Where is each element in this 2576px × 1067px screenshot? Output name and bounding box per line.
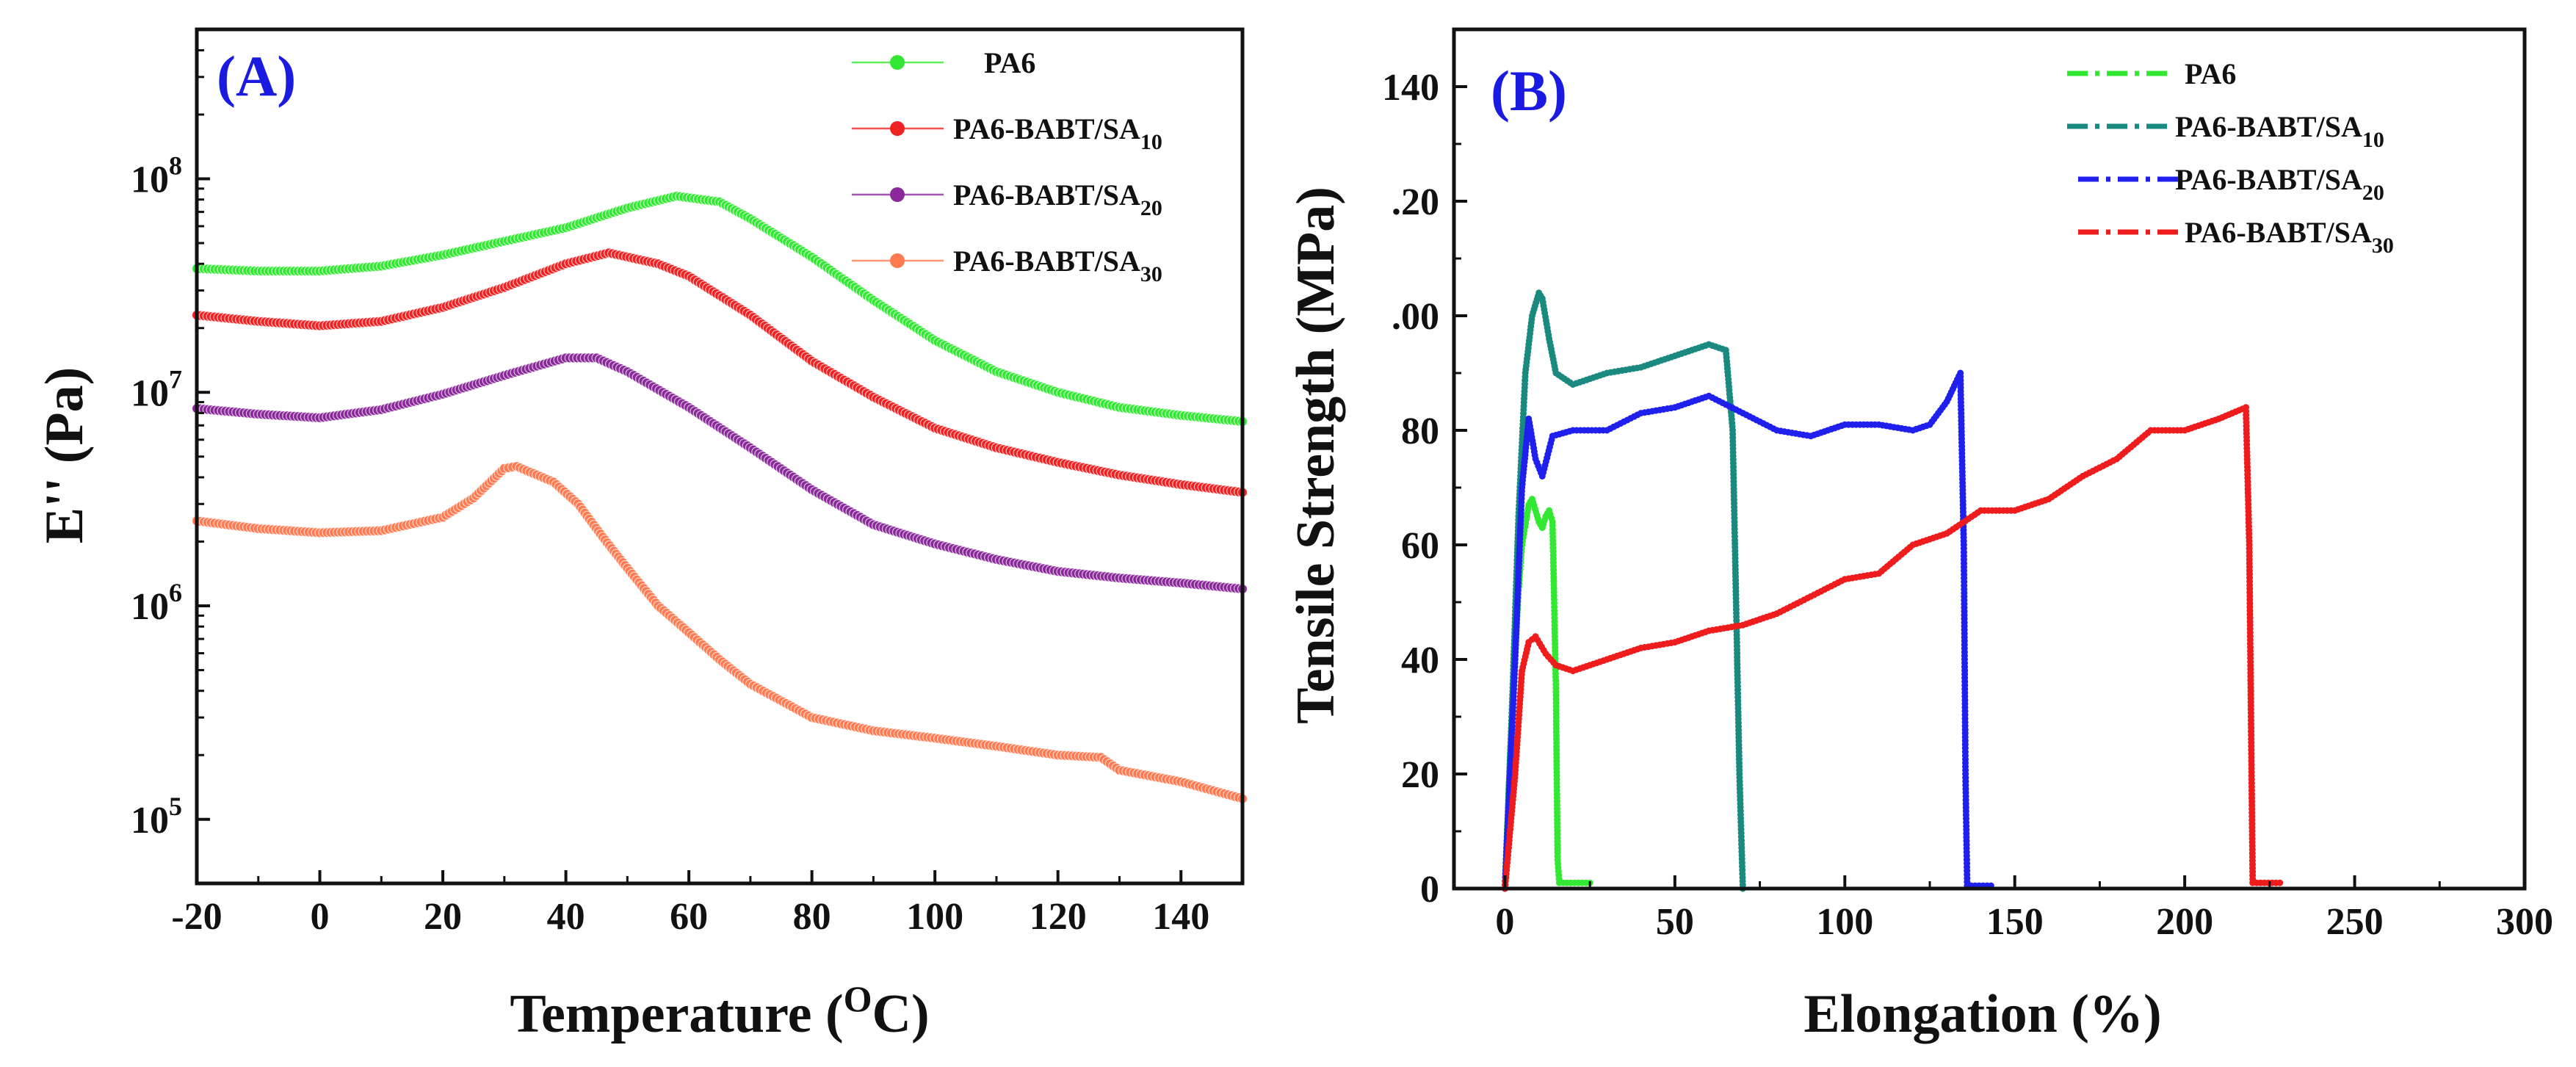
panel-b-legend-item: PA6-BABT/SA10 bbox=[2067, 110, 2384, 152]
panel-a-legend-marker bbox=[890, 253, 905, 268]
panel-b-x-tick-label: 50 bbox=[1656, 901, 1694, 943]
panel-b-series-4 bbox=[1501, 404, 2284, 892]
panel-b-x-tick-label: 0 bbox=[1495, 901, 1514, 943]
panel-a-legend-label: PA6 bbox=[984, 46, 1035, 79]
panel-a-series-1 bbox=[191, 191, 1248, 427]
panel-a-y-axis-title: E'' (Pa) bbox=[35, 367, 95, 543]
panel-a-series-2 bbox=[191, 247, 1248, 498]
panel-b-y-tick-label: 40 bbox=[1401, 640, 1439, 681]
panel-a-legend: PA6 PA6-BABT/SA10 PA6-BABT/SA20 PA6-BABT/SA… bbox=[852, 46, 1162, 286]
panel-b-y-tick-label: .20 bbox=[1392, 181, 1439, 223]
panel-a-y-tick-label: 106 bbox=[131, 578, 182, 628]
panel-b-series-2 bbox=[1501, 289, 1746, 892]
panel-a-legend-item: PA6-BABT/SA10 bbox=[852, 112, 1162, 154]
panel-a-chart: -20 0 20 40 60 80 100 120 140 105 106 107 108 (A) E… bbox=[35, 27, 1248, 1044]
panel-b-x-axis-title: Elongation (%) bbox=[1803, 984, 2161, 1044]
panel-b-y-tick-label: 20 bbox=[1401, 754, 1439, 796]
panel-b-series-line bbox=[1502, 290, 1745, 889]
panel-b-x-tick-label: 150 bbox=[1986, 901, 2044, 943]
panel-a-y-ticks: 105 106 107 108 bbox=[131, 28, 210, 842]
panel-b-y-tick-label: 140 bbox=[1382, 67, 1439, 109]
panel-a-x-ticks: -20 0 20 40 60 80 100 120 140 bbox=[171, 870, 1209, 938]
panel-a-legend-marker bbox=[890, 187, 905, 202]
panel-b-data-point bbox=[2276, 879, 2284, 886]
panel-b-x-tick-label: 100 bbox=[1816, 901, 1873, 943]
panel-b-legend: PA6 PA6-BABT/SA10 PA6-BABT/SA20 PA6-BABT/SA… bbox=[2067, 57, 2394, 258]
panel-a-series-layer bbox=[191, 191, 1248, 804]
panel-a-y-tick-label: 105 bbox=[131, 792, 182, 842]
panel-b-y-axis-title: Tensile Strength (MPa) bbox=[1286, 187, 1346, 724]
panel-b-plot-frame bbox=[1452, 27, 2527, 891]
panel-b-x-ticks: 0 50 100 150 200 250 300 bbox=[1495, 875, 2553, 943]
panel-b-legend-item: PA6-BABT/SA20 bbox=[2078, 163, 2384, 205]
panel-b-legend-item: PA6-BABT/SA30 bbox=[2078, 216, 2394, 258]
panel-a-series-4 bbox=[191, 460, 1248, 804]
panel-b-legend-item: PA6 bbox=[2067, 57, 2236, 90]
panel-b-legend-label: PA6-BABT/SA30 bbox=[2185, 216, 2394, 258]
panel-b-x-tick-label: 300 bbox=[2496, 901, 2553, 943]
panel-a-legend-marker bbox=[890, 55, 905, 70]
panel-b-y-ticks: 0 20 40 60 80 .00 .20 140 bbox=[1382, 67, 1467, 911]
panel-b-legend-label: PA6-BABT/SA20 bbox=[2175, 163, 2384, 205]
panel-a-legend-label: PA6-BABT/SA10 bbox=[953, 112, 1162, 154]
panel-b-series-layer bbox=[1501, 289, 2284, 892]
panel-b-label: (B) bbox=[1491, 59, 1567, 123]
panel-b-y-tick-label: 0 bbox=[1420, 869, 1439, 911]
panel-a-x-tick-label: 0 bbox=[311, 896, 330, 938]
panel-a-legend-label: PA6-BABT/SA30 bbox=[953, 245, 1162, 286]
panel-a-legend-marker bbox=[890, 121, 905, 136]
panel-b-series-line bbox=[1502, 370, 1991, 889]
panel-b-y-tick-label: .00 bbox=[1392, 296, 1439, 338]
panel-a-y-tick-label: 108 bbox=[131, 151, 182, 201]
panel-a-label: (A) bbox=[217, 44, 296, 108]
panel-b-series-3 bbox=[1501, 369, 1994, 892]
panel-a-x-tick-label: 100 bbox=[906, 896, 963, 938]
panel-a-legend-item: PA6 bbox=[852, 46, 1035, 79]
panel-a-x-tick-label: -20 bbox=[171, 896, 222, 938]
panel-a-legend-item: PA6-BABT/SA30 bbox=[852, 245, 1162, 286]
panel-b-legend-label: PA6 bbox=[2185, 57, 2236, 90]
panel-b-x-tick-label: 200 bbox=[2156, 901, 2213, 943]
panel-b-x-tick-label: 250 bbox=[2326, 901, 2384, 943]
panel-a-y-tick-label: 107 bbox=[131, 364, 182, 414]
panel-b-y-tick-label: 60 bbox=[1401, 525, 1439, 567]
panel-a-x-tick-label: 120 bbox=[1030, 896, 1087, 938]
panel-a-x-tick-label: 140 bbox=[1152, 896, 1209, 938]
panel-a-x-axis-title: Temperature (OC) bbox=[510, 978, 929, 1044]
panel-b-y-tick-label: 80 bbox=[1401, 410, 1439, 452]
panel-a-x-tick-label: 40 bbox=[547, 896, 585, 938]
panel-a-legend-label: PA6-BABT/SA20 bbox=[953, 178, 1162, 220]
panel-a-legend-item: PA6-BABT/SA20 bbox=[852, 178, 1162, 220]
panel-a-x-tick-label: 80 bbox=[793, 896, 831, 938]
panel-b-chart: 0 50 100 150 200 250 300 0 20 40 60 80 .00 .20 140 (B… bbox=[1286, 27, 2553, 1044]
panel-a-x-tick-label: 20 bbox=[424, 896, 462, 938]
panel-a-x-tick-label: 60 bbox=[670, 896, 708, 938]
panel-b-series-line bbox=[1502, 405, 2280, 889]
panel-b-legend-label: PA6-BABT/SA10 bbox=[2175, 110, 2384, 152]
